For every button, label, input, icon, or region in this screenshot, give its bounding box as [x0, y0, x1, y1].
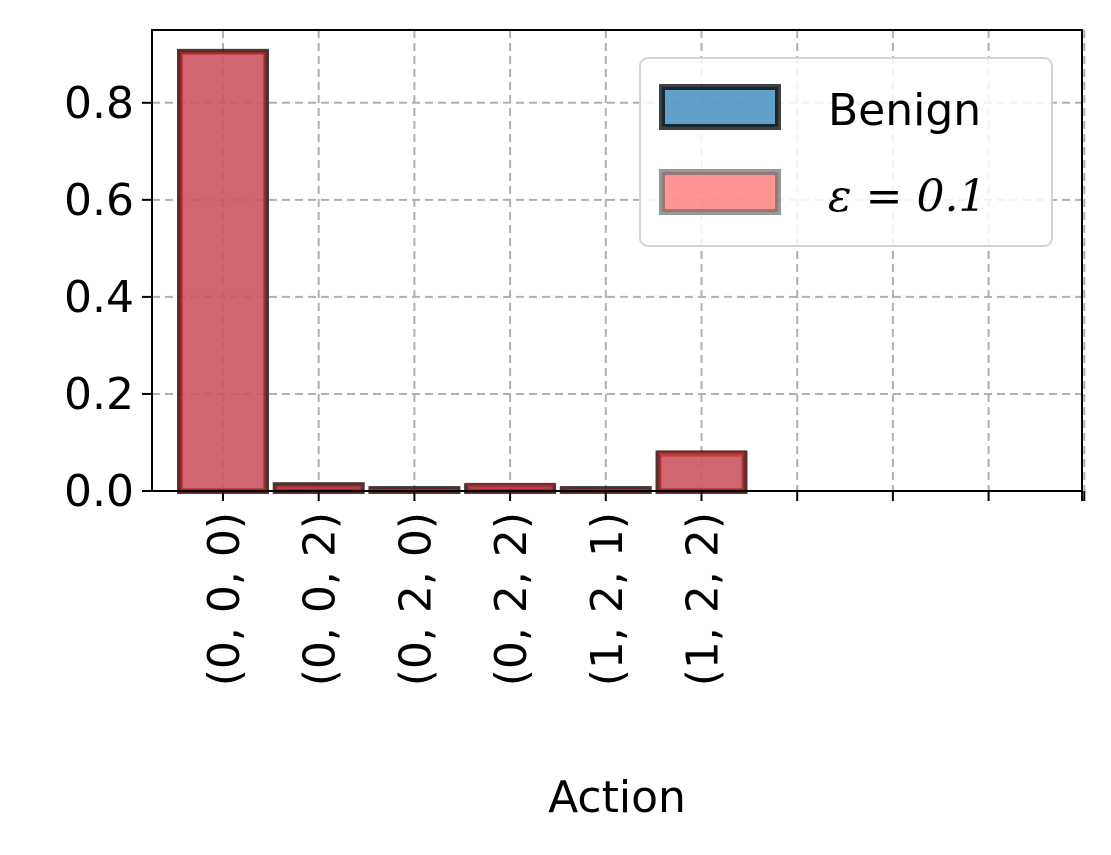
x-axis-title: Action	[548, 772, 686, 823]
x-tick-label: (0, 0, 2)	[295, 512, 346, 686]
legend-label-eps: ε = 0.1	[828, 171, 986, 222]
legend: Benign ε = 0.1	[639, 57, 1053, 247]
x-tick-label: (1, 2, 1)	[582, 512, 633, 686]
plot-frame	[151, 29, 1083, 492]
y-tick-label: 0.2	[64, 369, 134, 420]
y-tick-label: 0.0	[64, 466, 134, 517]
y-tick-label: 0.6	[64, 175, 134, 226]
y-axis: 0.0 0.2 0.4 0.6 0.8	[64, 78, 152, 517]
x-tick-label: (0, 2, 2)	[486, 512, 537, 686]
y-tick-label: 0.8	[64, 78, 134, 129]
legend-label-benign: Benign	[828, 85, 981, 136]
legend-swatch-eps	[659, 169, 781, 215]
bars	[177, 48, 748, 495]
x-tick-label: (1, 2, 2)	[678, 512, 729, 686]
y-tick-label: 0.4	[64, 272, 134, 323]
bar-eps-0	[178, 49, 268, 493]
x-tick-label: (0, 2, 0)	[390, 512, 441, 686]
bar-eps-5	[656, 450, 747, 494]
legend-swatch-benign	[659, 84, 781, 130]
x-tick-label: (0, 0, 0)	[199, 512, 250, 686]
x-axis: (0, 0, 0) (0, 0, 2) (0, 2, 0) (0, 2, 2) (1, …	[199, 491, 1086, 686]
